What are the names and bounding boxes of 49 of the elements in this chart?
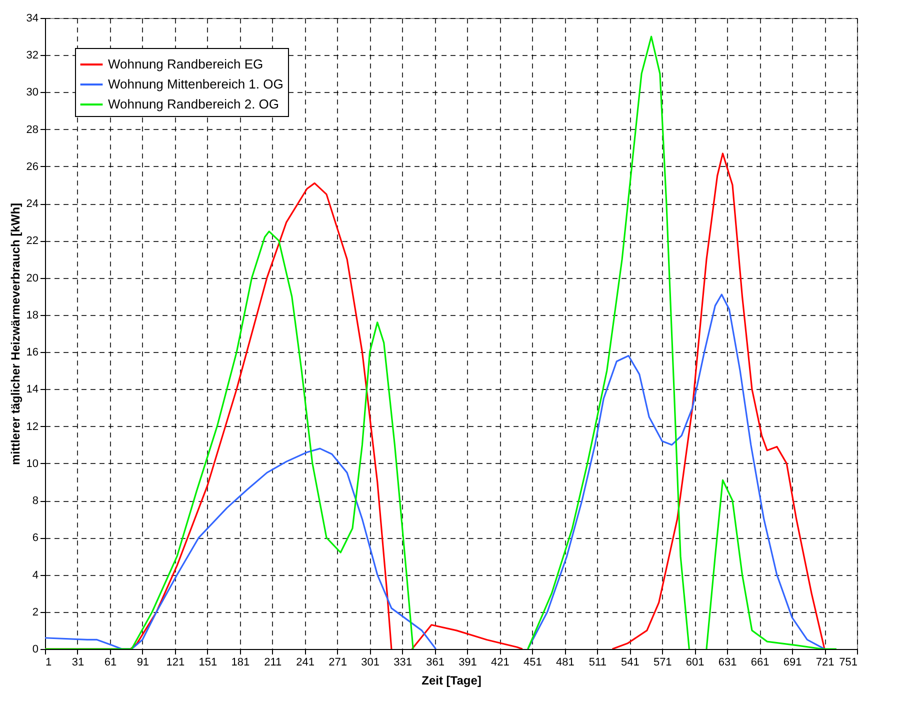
x-tick-label: 301 — [361, 656, 380, 668]
x-tick-label: 331 — [394, 656, 412, 668]
y-tick-label: 10 — [26, 458, 38, 470]
x-tick-label: 721 — [816, 656, 834, 668]
x-tick-label: 361 — [426, 656, 444, 668]
x-tick-label: 271 — [328, 656, 347, 668]
y-tick-label: 6 — [32, 532, 38, 544]
y-tick-label: 2 — [32, 606, 38, 618]
x-tick-label: 1 — [46, 656, 52, 668]
y-tick-label: 14 — [26, 384, 38, 396]
legend-label: Wohnung Randbereich EG — [108, 56, 264, 72]
legend-label: Wohnung Mittenbereich 1. OG — [108, 76, 284, 92]
y-axis-title: mittlerer täglicher Heizwärmeverbrauch [kWh] — [8, 202, 22, 466]
x-tick-label: 121 — [166, 656, 185, 668]
y-tick-label: 32 — [26, 50, 38, 62]
legend-label: Wohnung Randbereich 2. OG — [108, 96, 280, 112]
x-tick-label: 691 — [783, 656, 802, 668]
y-tick-label: 26 — [26, 160, 38, 173]
x-tick-label: 481 — [556, 656, 574, 668]
x-axis-title: Zeit [Tage] — [422, 674, 482, 688]
y-tick-label: 12 — [26, 420, 38, 433]
x-tick-label: 631 — [718, 656, 737, 668]
y-tick-label: 0 — [32, 644, 38, 656]
x-tick-label: 661 — [750, 656, 770, 668]
y-tick-label: 8 — [32, 495, 38, 508]
y-tick-label: 28 — [26, 124, 38, 136]
y-tick-label: 18 — [26, 309, 38, 322]
y-tick-label: 34 — [26, 12, 38, 24]
y-tick-label: 4 — [32, 569, 38, 582]
y-tick-label: 20 — [26, 272, 38, 284]
x-tick-label: 91 — [136, 656, 150, 668]
x-tick-label: 181 — [231, 656, 250, 668]
x-tick-label: 511 — [588, 656, 606, 668]
x-tick-label: 541 — [620, 656, 640, 668]
x-tick-label: 31 — [72, 656, 84, 668]
y-tick-label: 22 — [26, 235, 38, 248]
x-tick-label: 391 — [458, 656, 477, 668]
x-tick-label: 601 — [686, 656, 704, 668]
x-tick-label: 421 — [491, 656, 510, 668]
x-tick-label: 61 — [104, 656, 117, 668]
y-tick-label: 16 — [26, 346, 38, 359]
y-tick-label: 30 — [26, 86, 38, 99]
y-tick-label: 24 — [26, 198, 38, 210]
x-tick-label: 751 — [839, 656, 858, 668]
x-tick-label: 571 — [653, 656, 672, 668]
x-tick-label: 211 — [264, 656, 282, 668]
x-tick-label: 151 — [198, 656, 218, 668]
x-tick-label: 241 — [296, 656, 315, 668]
x-tick-label: 451 — [524, 656, 542, 668]
